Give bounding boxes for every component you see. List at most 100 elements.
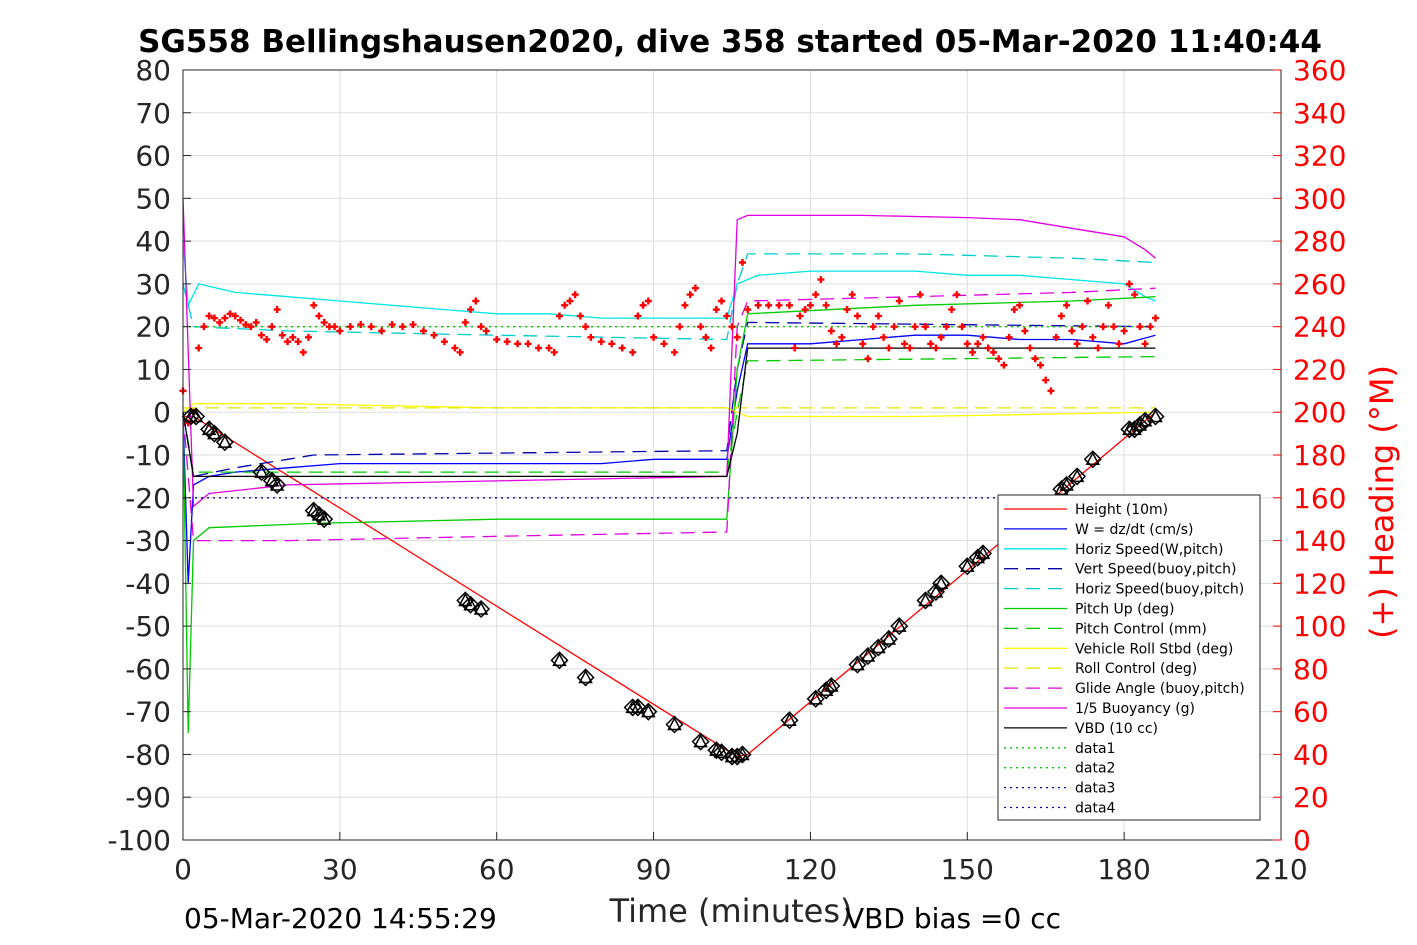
heading-point xyxy=(796,312,804,320)
heading-point xyxy=(1110,323,1118,331)
heading-point xyxy=(874,312,882,320)
y-right-tick-label: 300 xyxy=(1293,182,1346,215)
depth-marker xyxy=(461,595,480,614)
heading-point xyxy=(890,323,898,331)
y-right-tick-label: 80 xyxy=(1293,653,1329,686)
heading-point xyxy=(461,318,469,326)
heading-point xyxy=(901,340,909,348)
legend-label: Roll Control (deg) xyxy=(1075,661,1197,677)
heading-point xyxy=(618,344,626,352)
depth-marker xyxy=(1130,415,1149,435)
heading-point xyxy=(1115,340,1123,348)
heading-point xyxy=(346,323,354,331)
heading-point xyxy=(597,338,605,346)
heading-point xyxy=(712,306,720,314)
heading-point xyxy=(869,323,877,331)
depth-marker xyxy=(1135,411,1155,430)
y-right-tick-label: 200 xyxy=(1293,396,1346,429)
legend-label: Pitch Control (mm) xyxy=(1075,621,1207,637)
heading-point xyxy=(310,301,318,309)
heading-point xyxy=(430,331,438,339)
heading-point xyxy=(963,340,971,348)
heading-point xyxy=(921,323,929,331)
y-axis-right: 3603403203002802602402202001801601401201… xyxy=(1273,54,1346,857)
x-tick-label: 210 xyxy=(1254,853,1307,886)
depth-marker xyxy=(973,544,993,563)
depth-marker xyxy=(958,557,977,576)
y-tick-label: -60 xyxy=(125,653,171,686)
heading-point xyxy=(634,312,642,320)
heading-point xyxy=(1068,327,1076,335)
y-right-tick-label: 360 xyxy=(1293,54,1346,87)
heading-point xyxy=(691,284,699,292)
legend-label: Horiz Speed(W,pitch) xyxy=(1075,542,1223,558)
series-line xyxy=(182,321,1156,478)
heading-point xyxy=(885,344,893,352)
heading-point xyxy=(582,323,590,331)
heading-point xyxy=(320,318,328,326)
heading-point xyxy=(958,323,966,331)
x-axis: 0 30 60 90 120 150 180 210 xyxy=(174,832,1308,886)
heading-point xyxy=(728,323,736,331)
y-axis-right-label: (+) Heading (°M) xyxy=(1363,365,1401,639)
heading-point xyxy=(299,348,307,356)
heading-point xyxy=(1141,340,1149,348)
y-tick-label: 60 xyxy=(135,140,171,173)
y-tick-label: 0 xyxy=(153,396,171,429)
heading-point xyxy=(984,344,992,352)
depth-marker xyxy=(848,655,867,674)
heading-point xyxy=(1052,333,1060,341)
heading-point xyxy=(1152,314,1160,322)
heading-point xyxy=(1000,361,1008,369)
legend-label: data1 xyxy=(1075,741,1115,757)
y-right-tick-label: 120 xyxy=(1293,567,1346,600)
depth-marker xyxy=(628,698,647,717)
depth-marker xyxy=(252,463,271,482)
heading-point xyxy=(200,323,208,331)
heading-point xyxy=(1042,376,1050,384)
heading-point xyxy=(838,333,846,341)
depth-marker xyxy=(471,599,491,619)
depth-marker xyxy=(926,582,945,601)
heading-point xyxy=(472,297,480,305)
heading-point xyxy=(331,323,339,331)
heading-point xyxy=(357,321,365,329)
x-tick-label: 0 xyxy=(174,853,192,886)
x-tick-label: 60 xyxy=(479,853,515,886)
heading-point xyxy=(702,333,710,341)
heading-point xyxy=(895,297,903,305)
heading-point xyxy=(843,306,851,314)
depth-marker xyxy=(968,548,987,567)
y-tick-label: -80 xyxy=(125,738,171,771)
heading-point xyxy=(1026,344,1034,352)
heading-point xyxy=(263,336,271,343)
heading-point xyxy=(916,291,924,299)
heading-point xyxy=(420,327,428,335)
depth-marker xyxy=(1068,467,1087,486)
y-right-tick-label: 0 xyxy=(1293,824,1311,857)
heading-point xyxy=(775,301,783,309)
heading-point xyxy=(550,348,558,356)
heading-point xyxy=(294,338,302,346)
heading-layer xyxy=(179,259,1160,427)
x-tick-label: 30 xyxy=(322,853,358,886)
heading-point xyxy=(587,333,595,341)
heading-point xyxy=(1136,323,1144,331)
heading-point xyxy=(315,312,323,320)
heading-point xyxy=(1131,291,1139,299)
depth-marker xyxy=(268,475,287,495)
heading-point xyxy=(467,306,475,314)
heading-point xyxy=(953,291,961,299)
heading-point xyxy=(833,340,841,348)
heading-point xyxy=(1063,301,1071,309)
y-tick-label: -30 xyxy=(125,525,171,558)
heading-point xyxy=(1010,306,1018,314)
heading-point xyxy=(660,340,668,348)
heading-point xyxy=(226,310,234,318)
y-right-tick-label: 280 xyxy=(1293,225,1346,258)
heading-point xyxy=(409,321,417,329)
depth-marker xyxy=(691,732,710,751)
depth-marker xyxy=(728,747,747,766)
heading-point xyxy=(974,340,982,348)
heading-point xyxy=(399,323,407,331)
